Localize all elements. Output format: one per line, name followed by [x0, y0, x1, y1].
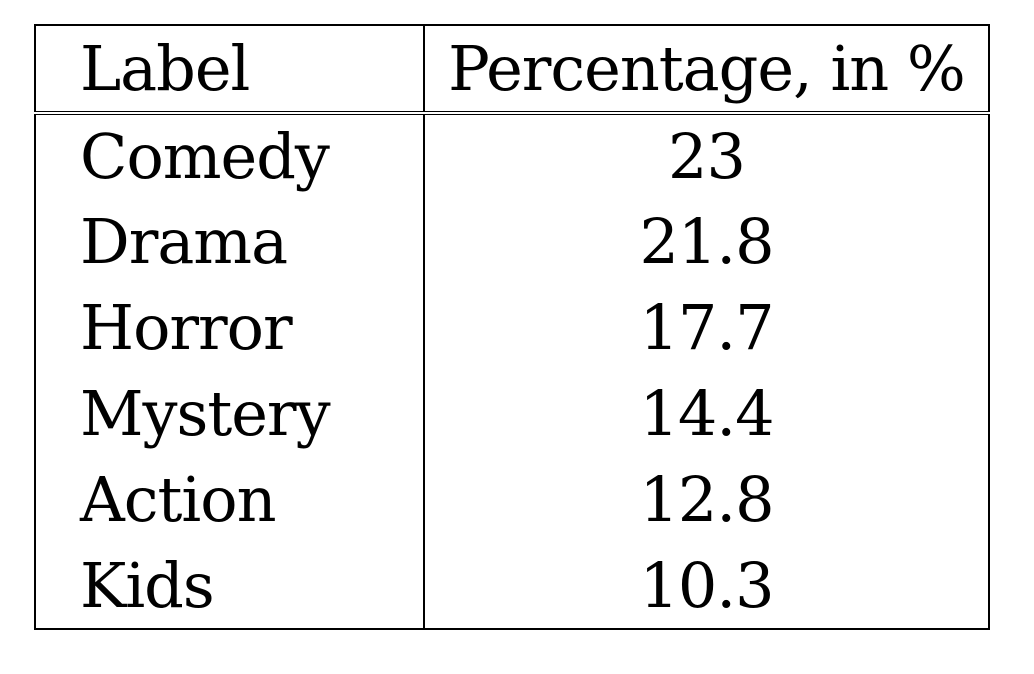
row-label: Action [80, 463, 276, 536]
column-header-label-text: Label [80, 31, 250, 105]
row-value: 14.4 [639, 377, 774, 450]
row-value-cell: 14.4 [424, 371, 989, 457]
table-body: Comedy 23 Drama 21.8 Horror 17.7 Mystery… [35, 113, 989, 629]
row-label-cell: Comedy [35, 113, 425, 199]
table-row: Kids 10.3 [35, 543, 989, 629]
row-value-cell: 17.7 [424, 285, 989, 371]
header-row: Label Percentage, in % [35, 25, 989, 115]
row-label-cell: Drama [35, 199, 425, 285]
row-value-cell: 10.3 [424, 543, 989, 629]
row-label-cell: Kids [35, 543, 425, 629]
row-value-cell: 12.8 [424, 457, 989, 543]
row-value-cell: 23 [424, 113, 989, 199]
row-label-cell: Horror [35, 285, 425, 371]
row-label-cell: Action [35, 457, 425, 543]
percentage-table: Label Percentage, in % Comedy 23 Drama 2… [34, 24, 990, 630]
table-row: Action 12.8 [35, 457, 989, 543]
table-row: Drama 21.8 [35, 199, 989, 285]
table-header: Label Percentage, in % [35, 25, 989, 115]
row-value: 21.8 [639, 205, 774, 278]
column-header-label: Label [35, 25, 425, 115]
row-value: 17.7 [639, 291, 774, 364]
row-value: 23 [668, 120, 746, 193]
row-label: Horror [80, 291, 293, 364]
row-value: 12.8 [639, 463, 774, 536]
row-label: Mystery [80, 377, 331, 450]
table-container: Label Percentage, in % Comedy 23 Drama 2… [34, 24, 990, 630]
column-header-percentage: Percentage, in % [424, 25, 989, 115]
table-row: Comedy 23 [35, 113, 989, 199]
row-value: 10.3 [639, 548, 774, 622]
table-row: Horror 17.7 [35, 285, 989, 371]
row-value-cell: 21.8 [424, 199, 989, 285]
row-label-cell: Mystery [35, 371, 425, 457]
column-header-percentage-text: Percentage, in % [448, 31, 966, 105]
row-label: Kids [80, 548, 215, 622]
table-row: Mystery 14.4 [35, 371, 989, 457]
row-label: Comedy [80, 120, 330, 193]
row-label: Drama [80, 205, 288, 278]
